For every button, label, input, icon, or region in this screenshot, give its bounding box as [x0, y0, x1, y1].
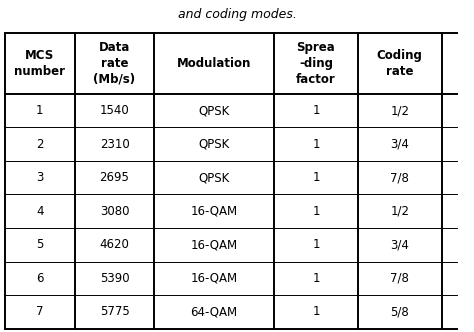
Text: 16-QAM: 16-QAM [191, 272, 237, 285]
Text: 5390: 5390 [100, 272, 129, 285]
Text: Sprea
-ding
factor: Sprea -ding factor [296, 41, 336, 86]
Text: 5/8: 5/8 [390, 305, 409, 318]
Text: 6: 6 [36, 272, 44, 285]
Text: 1540: 1540 [100, 104, 129, 117]
Text: 5: 5 [36, 238, 44, 251]
Text: 4: 4 [36, 205, 44, 218]
Text: 2695: 2695 [100, 171, 129, 184]
Text: 1/2: 1/2 [390, 205, 409, 218]
Text: 3/4: 3/4 [390, 137, 409, 151]
Text: 1: 1 [312, 137, 319, 151]
Text: 5775: 5775 [100, 305, 129, 318]
Text: 1: 1 [312, 305, 319, 318]
Text: 3: 3 [36, 171, 44, 184]
Text: 1: 1 [312, 205, 319, 218]
Text: 64-QAM: 64-QAM [191, 305, 237, 318]
Text: 1: 1 [312, 171, 319, 184]
Text: 1: 1 [36, 104, 44, 117]
Text: 3080: 3080 [100, 205, 129, 218]
Text: 4620: 4620 [100, 238, 129, 251]
Text: MCS
number: MCS number [14, 49, 65, 78]
Text: 2310: 2310 [100, 137, 129, 151]
Text: 7: 7 [36, 305, 44, 318]
Text: 16-QAM: 16-QAM [191, 238, 237, 251]
Text: Data
rate
(Mb/s): Data rate (Mb/s) [93, 41, 136, 86]
Text: 3/4: 3/4 [390, 238, 409, 251]
Text: 1/2: 1/2 [390, 104, 409, 117]
Text: 1: 1 [312, 104, 319, 117]
Text: 1: 1 [312, 272, 319, 285]
Text: Modulation: Modulation [177, 57, 251, 70]
Text: 1: 1 [312, 238, 319, 251]
Text: Coding
rate: Coding rate [377, 49, 423, 78]
Text: QPSK: QPSK [199, 137, 230, 151]
Text: and coding modes.: and coding modes. [178, 8, 296, 21]
Text: 2: 2 [36, 137, 44, 151]
Text: 16-QAM: 16-QAM [191, 205, 237, 218]
Text: 7/8: 7/8 [390, 171, 409, 184]
Text: QPSK: QPSK [199, 104, 230, 117]
Text: QPSK: QPSK [199, 171, 230, 184]
Text: 7/8: 7/8 [390, 272, 409, 285]
